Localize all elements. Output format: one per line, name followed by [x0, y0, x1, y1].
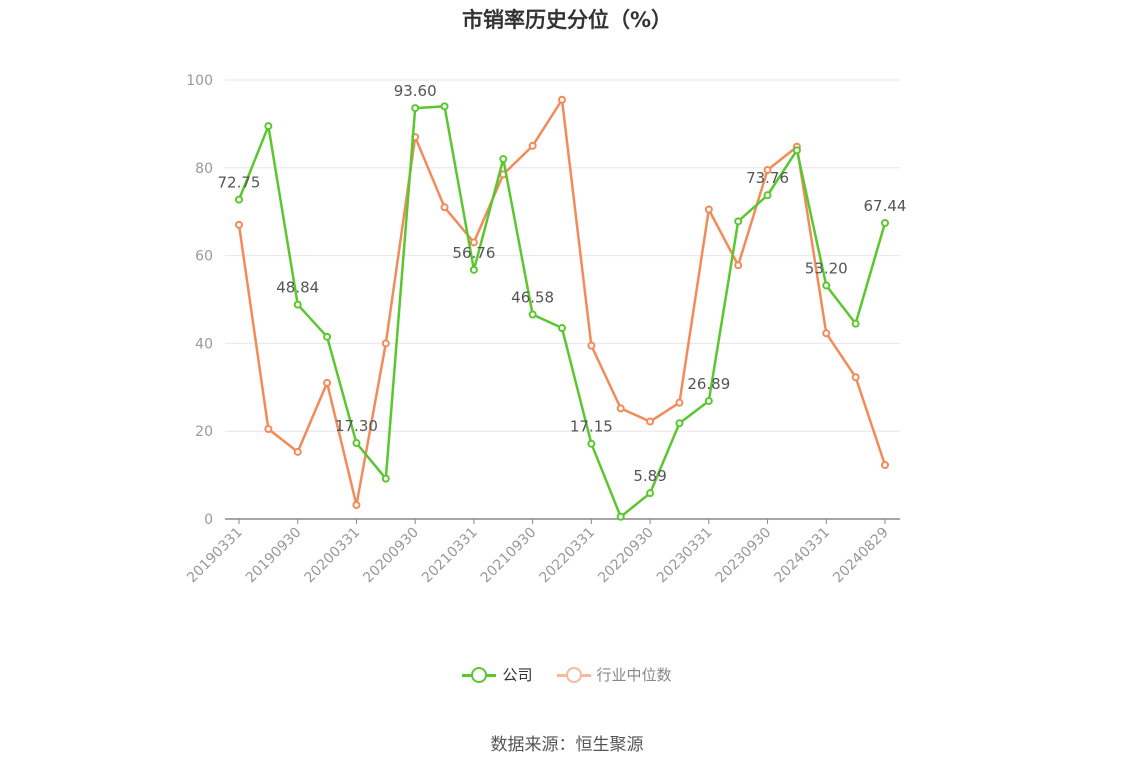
- legend: 公司 行业中位数: [0, 664, 1134, 685]
- data-label: 5.89: [633, 467, 666, 485]
- data-point-industry: [616, 404, 625, 413]
- x-tick-label: 20240331: [771, 525, 833, 587]
- x-tick-label: 20210331: [419, 525, 481, 587]
- data-point-company: [323, 332, 332, 341]
- x-tick-label: 20240829: [830, 525, 892, 587]
- data-point-company: [558, 324, 566, 333]
- y-tick-label: 100: [186, 73, 213, 89]
- data-point-company: [528, 310, 537, 319]
- legend-item-company[interactable]: 公司: [462, 664, 533, 685]
- data-point-company: [587, 439, 596, 448]
- chart-title: 市销率历史分位（%）: [461, 8, 673, 32]
- data-point-industry: [352, 500, 361, 509]
- data-label: 17.30: [335, 417, 378, 435]
- data-point-industry: [763, 165, 772, 174]
- y-tick-label: 0: [204, 512, 213, 528]
- data-label: 56.76: [452, 244, 495, 262]
- y-tick-label: 80: [195, 161, 213, 177]
- data-point-company: [646, 489, 655, 498]
- legend-item-industry[interactable]: 行业中位数: [556, 664, 672, 685]
- data-point-industry: [851, 373, 860, 382]
- data-point-company: [293, 300, 302, 309]
- data-point-company: [469, 265, 478, 274]
- data-point-industry: [469, 238, 478, 247]
- x-tick-label: 20230331: [654, 525, 716, 587]
- data-point-industry: [646, 417, 655, 426]
- data-point-company: [822, 281, 831, 290]
- data-label: 93.60: [394, 82, 437, 100]
- series-line-industry: [237, 98, 887, 507]
- x-tick-label: 20200930: [360, 525, 422, 587]
- data-point-industry: [734, 261, 743, 270]
- x-tick-label: 20210930: [478, 525, 540, 587]
- y-tick-label: 40: [195, 336, 213, 352]
- data-point-company: [499, 155, 508, 164]
- data-point-industry: [587, 341, 596, 350]
- data-label: 26.89: [687, 375, 730, 393]
- data-point-company: [851, 319, 860, 328]
- data-label: 46.58: [511, 289, 554, 307]
- data-point-company: [792, 146, 801, 155]
- x-tick-label: 20220930: [595, 525, 657, 587]
- data-point-industry: [822, 329, 831, 338]
- data-point-industry: [704, 205, 713, 214]
- data-point-industry: [558, 95, 566, 104]
- data-point-company: [704, 396, 713, 405]
- data-point-company: [440, 102, 449, 111]
- data-point-industry: [264, 425, 273, 434]
- x-tick-label: 20200331: [302, 525, 364, 587]
- data-label: 48.84: [276, 279, 319, 297]
- x-tick-label: 20190331: [184, 525, 246, 587]
- legend-company-label: 公司: [502, 666, 533, 684]
- data-label: 72.75: [218, 174, 261, 192]
- data-point-industry: [881, 461, 889, 470]
- data-point-company: [235, 195, 243, 204]
- data-label: 73.76: [746, 169, 789, 187]
- x-tick-label: 20220331: [536, 525, 598, 587]
- data-point-company: [881, 218, 889, 227]
- data-point-industry: [440, 203, 449, 212]
- data-label: 67.44: [864, 197, 907, 215]
- data-point-company: [734, 217, 743, 226]
- x-tick-label: 20230930: [713, 525, 775, 587]
- source-note: 数据来源：恒生聚源: [490, 735, 644, 755]
- legend-company-symbol: [462, 665, 497, 685]
- y-tick-label: 20: [195, 424, 213, 440]
- x-tick-label: 20190930: [243, 525, 305, 587]
- data-label: 53.20: [805, 259, 848, 277]
- data-point-industry: [528, 141, 537, 150]
- data-label: 17.15: [570, 418, 613, 436]
- legend-industry-label: 行业中位数: [596, 666, 672, 684]
- data-point-company: [352, 439, 361, 448]
- y-tick-label: 60: [195, 249, 213, 265]
- data-point-company: [264, 122, 273, 131]
- data-point-company: [763, 191, 772, 200]
- data-point-company: [616, 512, 625, 521]
- data-point-industry: [323, 378, 332, 387]
- legend-industry-symbol: [556, 665, 591, 685]
- data-point-company: [381, 474, 390, 483]
- data-point-industry: [675, 398, 684, 407]
- data-point-industry: [293, 447, 302, 456]
- data-point-industry: [381, 339, 390, 348]
- data-point-industry: [235, 220, 243, 229]
- data-point-company: [675, 419, 684, 428]
- data-point-company: [411, 104, 420, 113]
